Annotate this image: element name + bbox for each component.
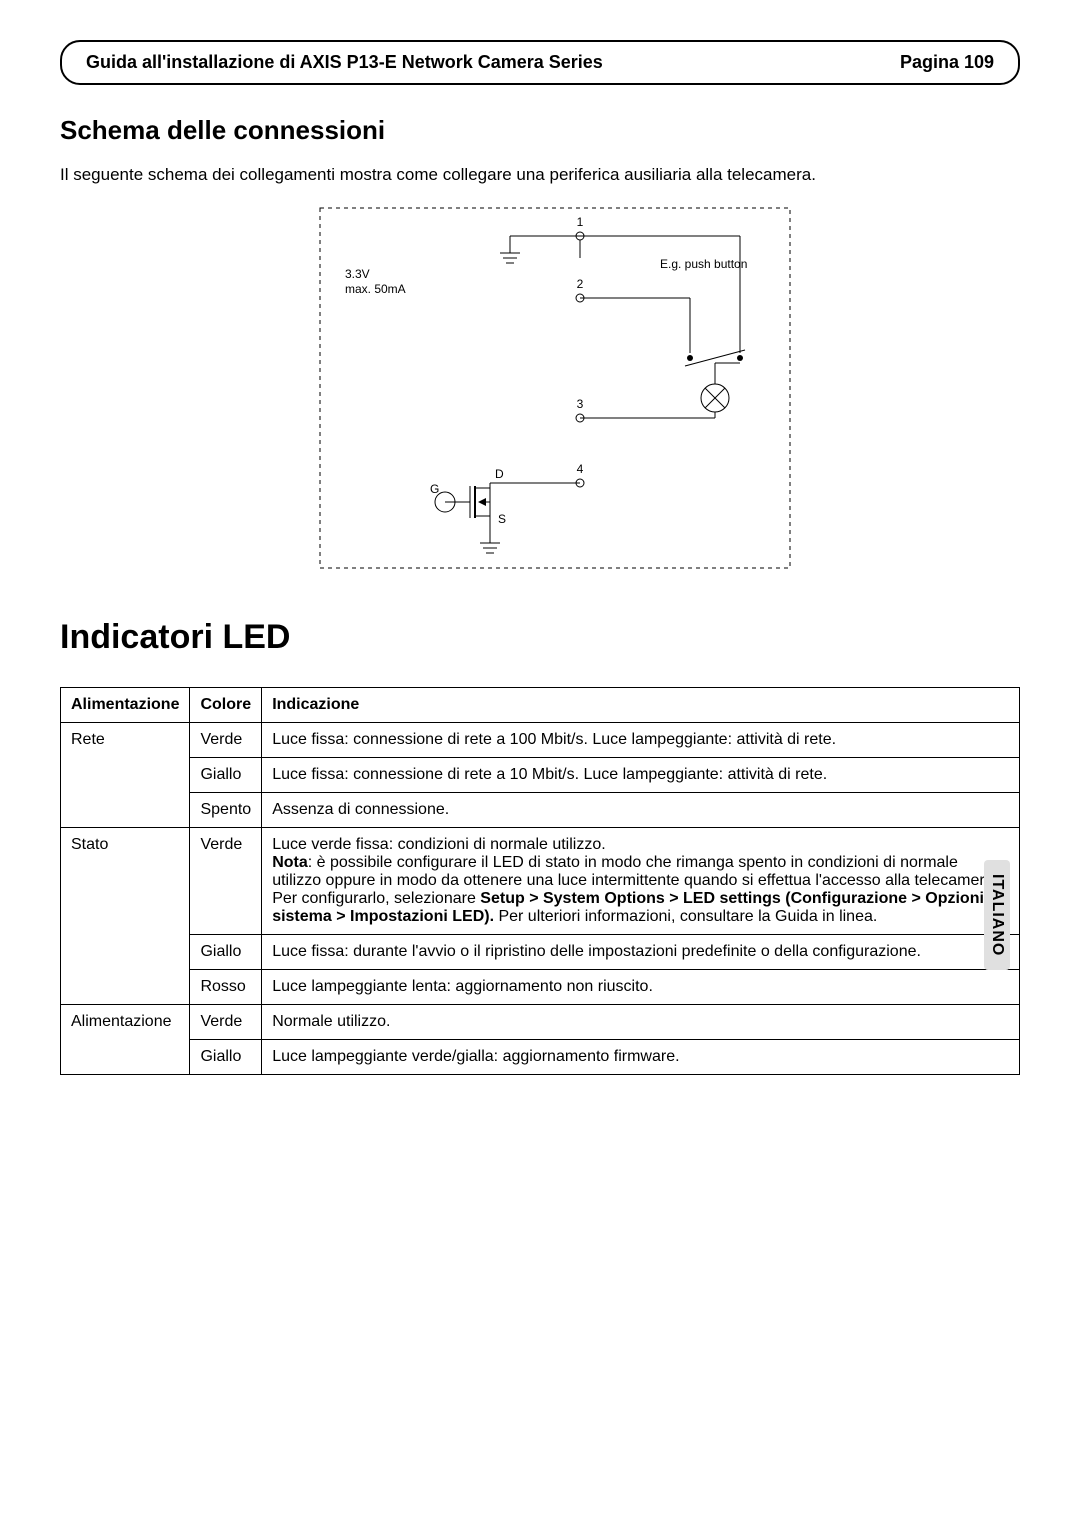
cell-text: Luce lampeggiante verde/gialla: aggiorna… — [262, 1039, 1020, 1074]
pin1-label: 1 — [577, 215, 584, 229]
th-2: Colore — [190, 687, 262, 722]
cell-text: Normale utilizzo. — [262, 1004, 1020, 1039]
th-1: Alimentazione — [61, 687, 190, 722]
table-row: Rosso Luce lampeggiante lenta: aggiornam… — [61, 969, 1020, 1004]
section2-title: Indicatori LED — [60, 618, 1020, 657]
header-title: Guida all'installazione di AXIS P13-E Ne… — [86, 52, 603, 73]
stato-note: Nota — [272, 854, 308, 871]
side-tab-language: ITALIANO — [984, 860, 1010, 970]
cell-color: Rosso — [190, 969, 262, 1004]
cell-text: Luce fissa: durante l'avvio o il riprist… — [262, 934, 1020, 969]
table-row: Rete Verde Luce fissa: connessione di re… — [61, 722, 1020, 757]
cell-color: Giallo — [190, 1039, 262, 1074]
cell-text: Luce lampeggiante lenta: aggiornamento n… — [262, 969, 1020, 1004]
label-push: E.g. push button — [660, 257, 747, 271]
cell-text: Luce verde fissa: condizioni di normale … — [262, 827, 1020, 934]
cell-cat: Alimentazione — [61, 1004, 190, 1074]
label-33v: 3.3V — [345, 267, 370, 281]
pin4-label: 4 — [577, 462, 584, 476]
cell-text: Luce fissa: connessione di rete a 10 Mbi… — [262, 757, 1020, 792]
cell-color: Spento — [190, 792, 262, 827]
cell-cat: Stato — [61, 827, 190, 1004]
table-row: Spento Assenza di connessione. — [61, 792, 1020, 827]
table-row: Giallo Luce fissa: durante l'avvio o il … — [61, 934, 1020, 969]
table-row: Alimentazione Verde Normale utilizzo. — [61, 1004, 1020, 1039]
diagram-svg: 1 2 3.3V max. 50mA E.g. push button 3 — [260, 198, 820, 578]
pin3-label: 3 — [577, 397, 584, 411]
label-max: max. 50mA — [345, 282, 406, 296]
cell-cat: Rete — [61, 722, 190, 827]
cell-color: Verde — [190, 1004, 262, 1039]
header-page: Pagina 109 — [900, 52, 994, 73]
header-bar: Guida all'installazione di AXIS P13-E Ne… — [60, 40, 1020, 85]
led-table: Alimentazione Colore Indicazione Rete Ve… — [60, 687, 1020, 1075]
connection-diagram: 1 2 3.3V max. 50mA E.g. push button 3 — [60, 198, 1020, 578]
th-3: Indicazione — [262, 687, 1020, 722]
cell-color: Verde — [190, 827, 262, 934]
stato-post: Per ulteriori informazioni, consultare l… — [494, 908, 877, 925]
cell-text: Assenza di connessione. — [262, 792, 1020, 827]
cell-color: Verde — [190, 722, 262, 757]
stato-pre: Luce verde fissa: condizioni di normale … — [272, 836, 606, 853]
cell-color: Giallo — [190, 757, 262, 792]
label-s: S — [498, 512, 506, 526]
cell-text: Luce fissa: connessione di rete a 100 Mb… — [262, 722, 1020, 757]
cell-color: Giallo — [190, 934, 262, 969]
label-d: D — [495, 467, 504, 481]
table-row: Giallo Luce fissa: connessione di rete a… — [61, 757, 1020, 792]
table-row: Giallo Luce lampeggiante verde/gialla: a… — [61, 1039, 1020, 1074]
table-header-row: Alimentazione Colore Indicazione — [61, 687, 1020, 722]
label-g: G — [430, 482, 439, 496]
section1-title: Schema delle connessioni — [60, 115, 1020, 146]
table-row: Stato Verde Luce verde fissa: condizioni… — [61, 827, 1020, 934]
section1-intro: Il seguente schema dei collegamenti most… — [60, 162, 1020, 188]
pin2-label: 2 — [577, 277, 584, 291]
